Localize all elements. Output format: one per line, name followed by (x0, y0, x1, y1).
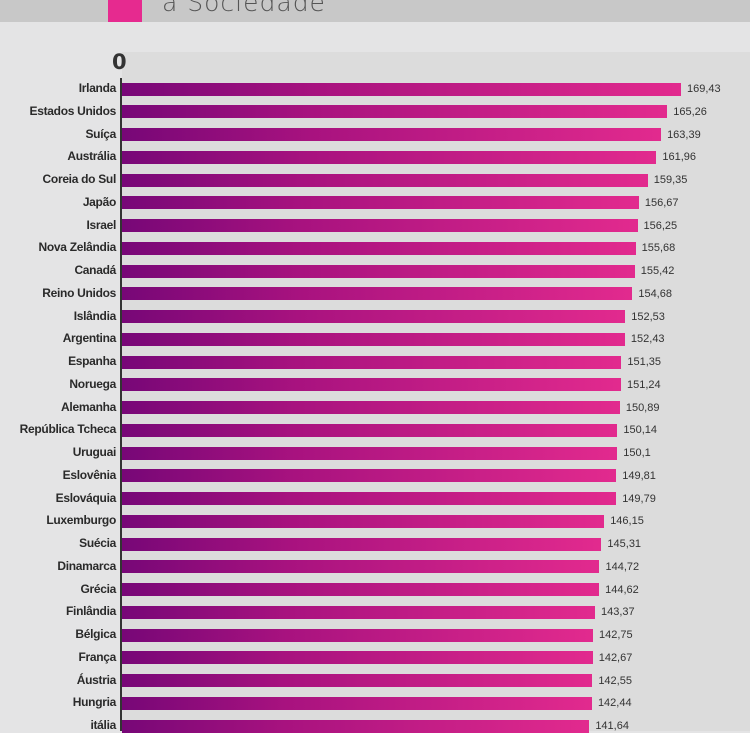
category-label: Grécia (80, 581, 116, 596)
bar (122, 401, 620, 414)
category-label: Suíça (85, 126, 116, 141)
value-label: 142,67 (598, 651, 633, 664)
value-label: 152,43 (630, 333, 665, 346)
bar (122, 719, 590, 733)
category-label: Uruguai (72, 445, 117, 459)
value-label: 144,72 (605, 560, 640, 573)
value-label: 165,26 (673, 105, 707, 118)
category-label: Espanha (68, 354, 116, 368)
bar (122, 674, 593, 687)
bar (122, 651, 593, 665)
category-label: República Tcheca (19, 422, 117, 437)
category-label: Japão (82, 194, 116, 209)
value-label: 141,64 (595, 720, 629, 732)
value-label: 150,89 (625, 401, 660, 414)
bar (122, 196, 639, 210)
bar (122, 241, 636, 255)
legend-swatch (108, 0, 142, 22)
bar (122, 150, 657, 164)
category-label: Luxemburgo (46, 513, 116, 528)
value-label: 142,44 (597, 697, 632, 710)
value-label: 149,81 (622, 469, 656, 482)
y-axis-line (120, 78, 122, 731)
value-label: 159,35 (653, 174, 688, 186)
value-label: 149,79 (622, 492, 656, 505)
bar (122, 105, 668, 119)
category-label: Israel (86, 217, 116, 232)
bar (122, 378, 621, 392)
category-label: Nova Zelândia (38, 240, 117, 255)
category-label: Noruega (69, 376, 116, 391)
value-label: 152,53 (631, 310, 665, 323)
value-label: 151,35 (627, 356, 661, 368)
value-label: 150,14 (623, 424, 657, 437)
category-label: Dinamarca (57, 558, 116, 573)
value-label: 142,55 (598, 674, 632, 687)
category-label: Hungria (72, 695, 117, 710)
chart-title: a Sociedade (162, 0, 326, 17)
value-label: 146,15 (610, 515, 644, 528)
bar (122, 605, 596, 619)
bar (122, 219, 638, 232)
category-label: Alemanha (61, 399, 116, 414)
axis-tick-label: 0 (112, 50, 127, 74)
value-label: 156,25 (643, 219, 678, 232)
category-label: Suécia (79, 536, 116, 550)
category-label: Bélgica (75, 627, 116, 641)
bar (122, 173, 648, 187)
value-label: 145,31 (607, 538, 642, 550)
category-label: França (78, 649, 116, 664)
bar (122, 696, 592, 710)
bar (122, 469, 617, 483)
value-label: 143,37 (601, 606, 635, 619)
category-label: Irlanda (78, 81, 117, 95)
category-label: Canadá (74, 263, 116, 277)
value-label: 155,68 (641, 242, 676, 255)
bar (122, 560, 600, 574)
value-label: 169,43 (687, 83, 721, 95)
bar (122, 537, 602, 551)
bar (122, 628, 593, 642)
category-label: itália (90, 718, 116, 732)
bar (122, 264, 635, 278)
bar (122, 492, 617, 505)
header-band: a Sociedade (0, 0, 750, 22)
category-label: Finlândia (66, 604, 116, 619)
category-label: Eslovênia (62, 467, 117, 482)
bar (122, 514, 605, 528)
value-label: 151,24 (626, 378, 661, 391)
category-label: Eslováquia (55, 490, 117, 505)
bar (122, 332, 625, 346)
value-label: 142,75 (598, 629, 633, 641)
value-label: 161,96 (662, 151, 696, 164)
category-label: Coreia do Sul (42, 172, 117, 186)
bar (122, 310, 626, 323)
category-label: Islândia (73, 308, 117, 323)
value-label: 150,1 (623, 447, 651, 459)
bar (122, 128, 662, 141)
value-label: 155,42 (640, 265, 675, 277)
category-label: Áustria (76, 672, 117, 687)
category-label: Argentina (62, 331, 117, 346)
category-label: Reino Unidos (42, 285, 116, 300)
bar (122, 583, 600, 596)
value-label: 163,39 (667, 128, 701, 141)
bar (122, 446, 618, 460)
bar (122, 82, 681, 96)
bar (122, 287, 633, 301)
value-label: 154,68 (638, 287, 672, 300)
value-label: 144,62 (605, 583, 639, 596)
category-label: Estados Unidos (29, 103, 117, 118)
value-label: 156,67 (644, 196, 679, 209)
bar (122, 423, 618, 437)
category-label: Austrália (67, 149, 116, 164)
bar (122, 355, 622, 369)
